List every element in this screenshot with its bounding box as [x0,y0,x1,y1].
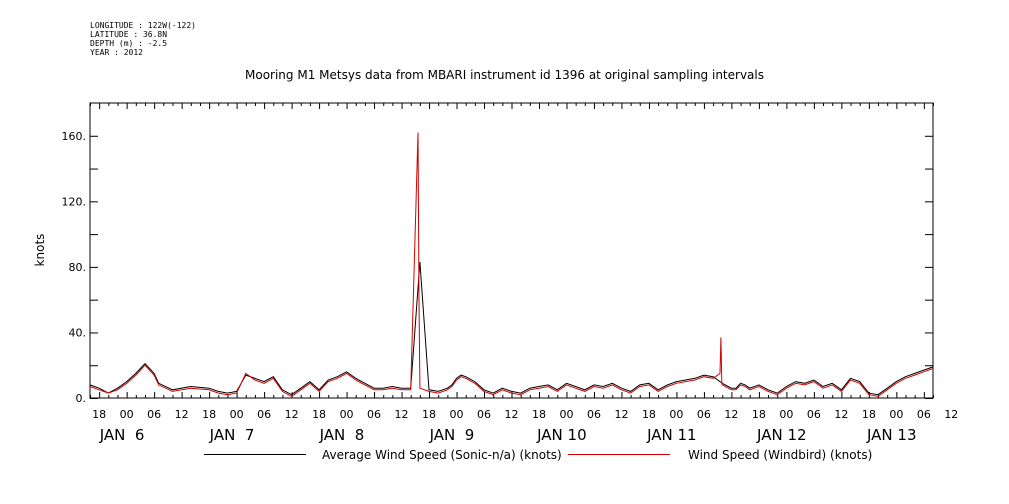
x-hour-label: 12 [505,408,519,421]
x-day-label: JAN 7 [209,426,255,444]
x-hour-label: 18 [642,408,656,421]
y-tick-label: 80. [69,261,87,274]
y-tick-label: 160. [62,130,87,143]
plot-frame [89,102,934,399]
y-tick-label: 120. [62,195,87,208]
x-hour-label: 00 [779,408,793,421]
x-hour-label: 12 [395,408,409,421]
x-hour-label: 18 [92,408,106,421]
x-hour-label: 12 [944,408,958,421]
x-hour-label: 00 [450,408,464,421]
depth-label: DEPTH (m) : -2.5 [90,39,168,48]
y-tick-label: 40. [69,326,87,339]
latitude-label: LATITUDE : 36.8N [90,30,168,39]
x-hour-label: 06 [257,408,271,421]
y-axis-label: knots [33,234,47,267]
legend-label-average: Average Wind Speed (Sonic-n/a) (knots) [322,448,562,462]
legend-label-windbird: Wind Speed (Windbird) (knots) [688,448,872,462]
x-day-label: JAN 12 [756,426,807,444]
x-hour-label: 06 [477,408,491,421]
x-hour-label: 00 [340,408,354,421]
x-hour-label: 06 [587,408,601,421]
x-hour-label: 18 [532,408,546,421]
x-hour-label: 06 [367,408,381,421]
x-hour-label: 12 [175,408,189,421]
x-day-label: JAN 6 [99,426,145,444]
x-hour-label: 12 [724,408,738,421]
x-hour-label: 06 [807,408,821,421]
x-hour-label: 00 [559,408,573,421]
year-label: YEAR : 2012 [90,48,143,57]
x-day-label: JAN 8 [319,426,365,444]
chart-title: Mooring M1 Metsys data from MBARI instru… [245,68,764,82]
x-hour-label: 06 [917,408,931,421]
series-line-average-wind-speed [89,261,934,396]
x-hour-label: 12 [614,408,628,421]
x-hour-label: 12 [285,408,299,421]
x-hour-label: 18 [752,408,766,421]
longitude-label: LONGITUDE : 122W(-122) [90,21,196,30]
x-hour-label: 00 [230,408,244,421]
x-hour-label: 18 [862,408,876,421]
x-day-label: JAN 13 [866,426,917,444]
x-hour-label: 00 [120,408,134,421]
x-hour-label: 00 [669,408,683,421]
series-line-windbird-wind-speed [89,132,934,397]
x-day-label: JAN 9 [429,426,475,444]
metadata-block: LONGITUDE : 122W(-122) LATITUDE : 36.8N … [90,21,196,57]
y-tick-label: 0. [76,392,87,405]
x-day-label: JAN 10 [536,426,587,444]
x-hour-label: 00 [889,408,903,421]
x-hour-label: 12 [834,408,848,421]
x-hour-label: 18 [422,408,436,421]
x-day-label: JAN 11 [646,426,697,444]
x-hour-label: 06 [147,408,161,421]
x-hour-label: 18 [312,408,326,421]
x-hour-label: 18 [202,408,216,421]
x-hour-label: 06 [697,408,711,421]
